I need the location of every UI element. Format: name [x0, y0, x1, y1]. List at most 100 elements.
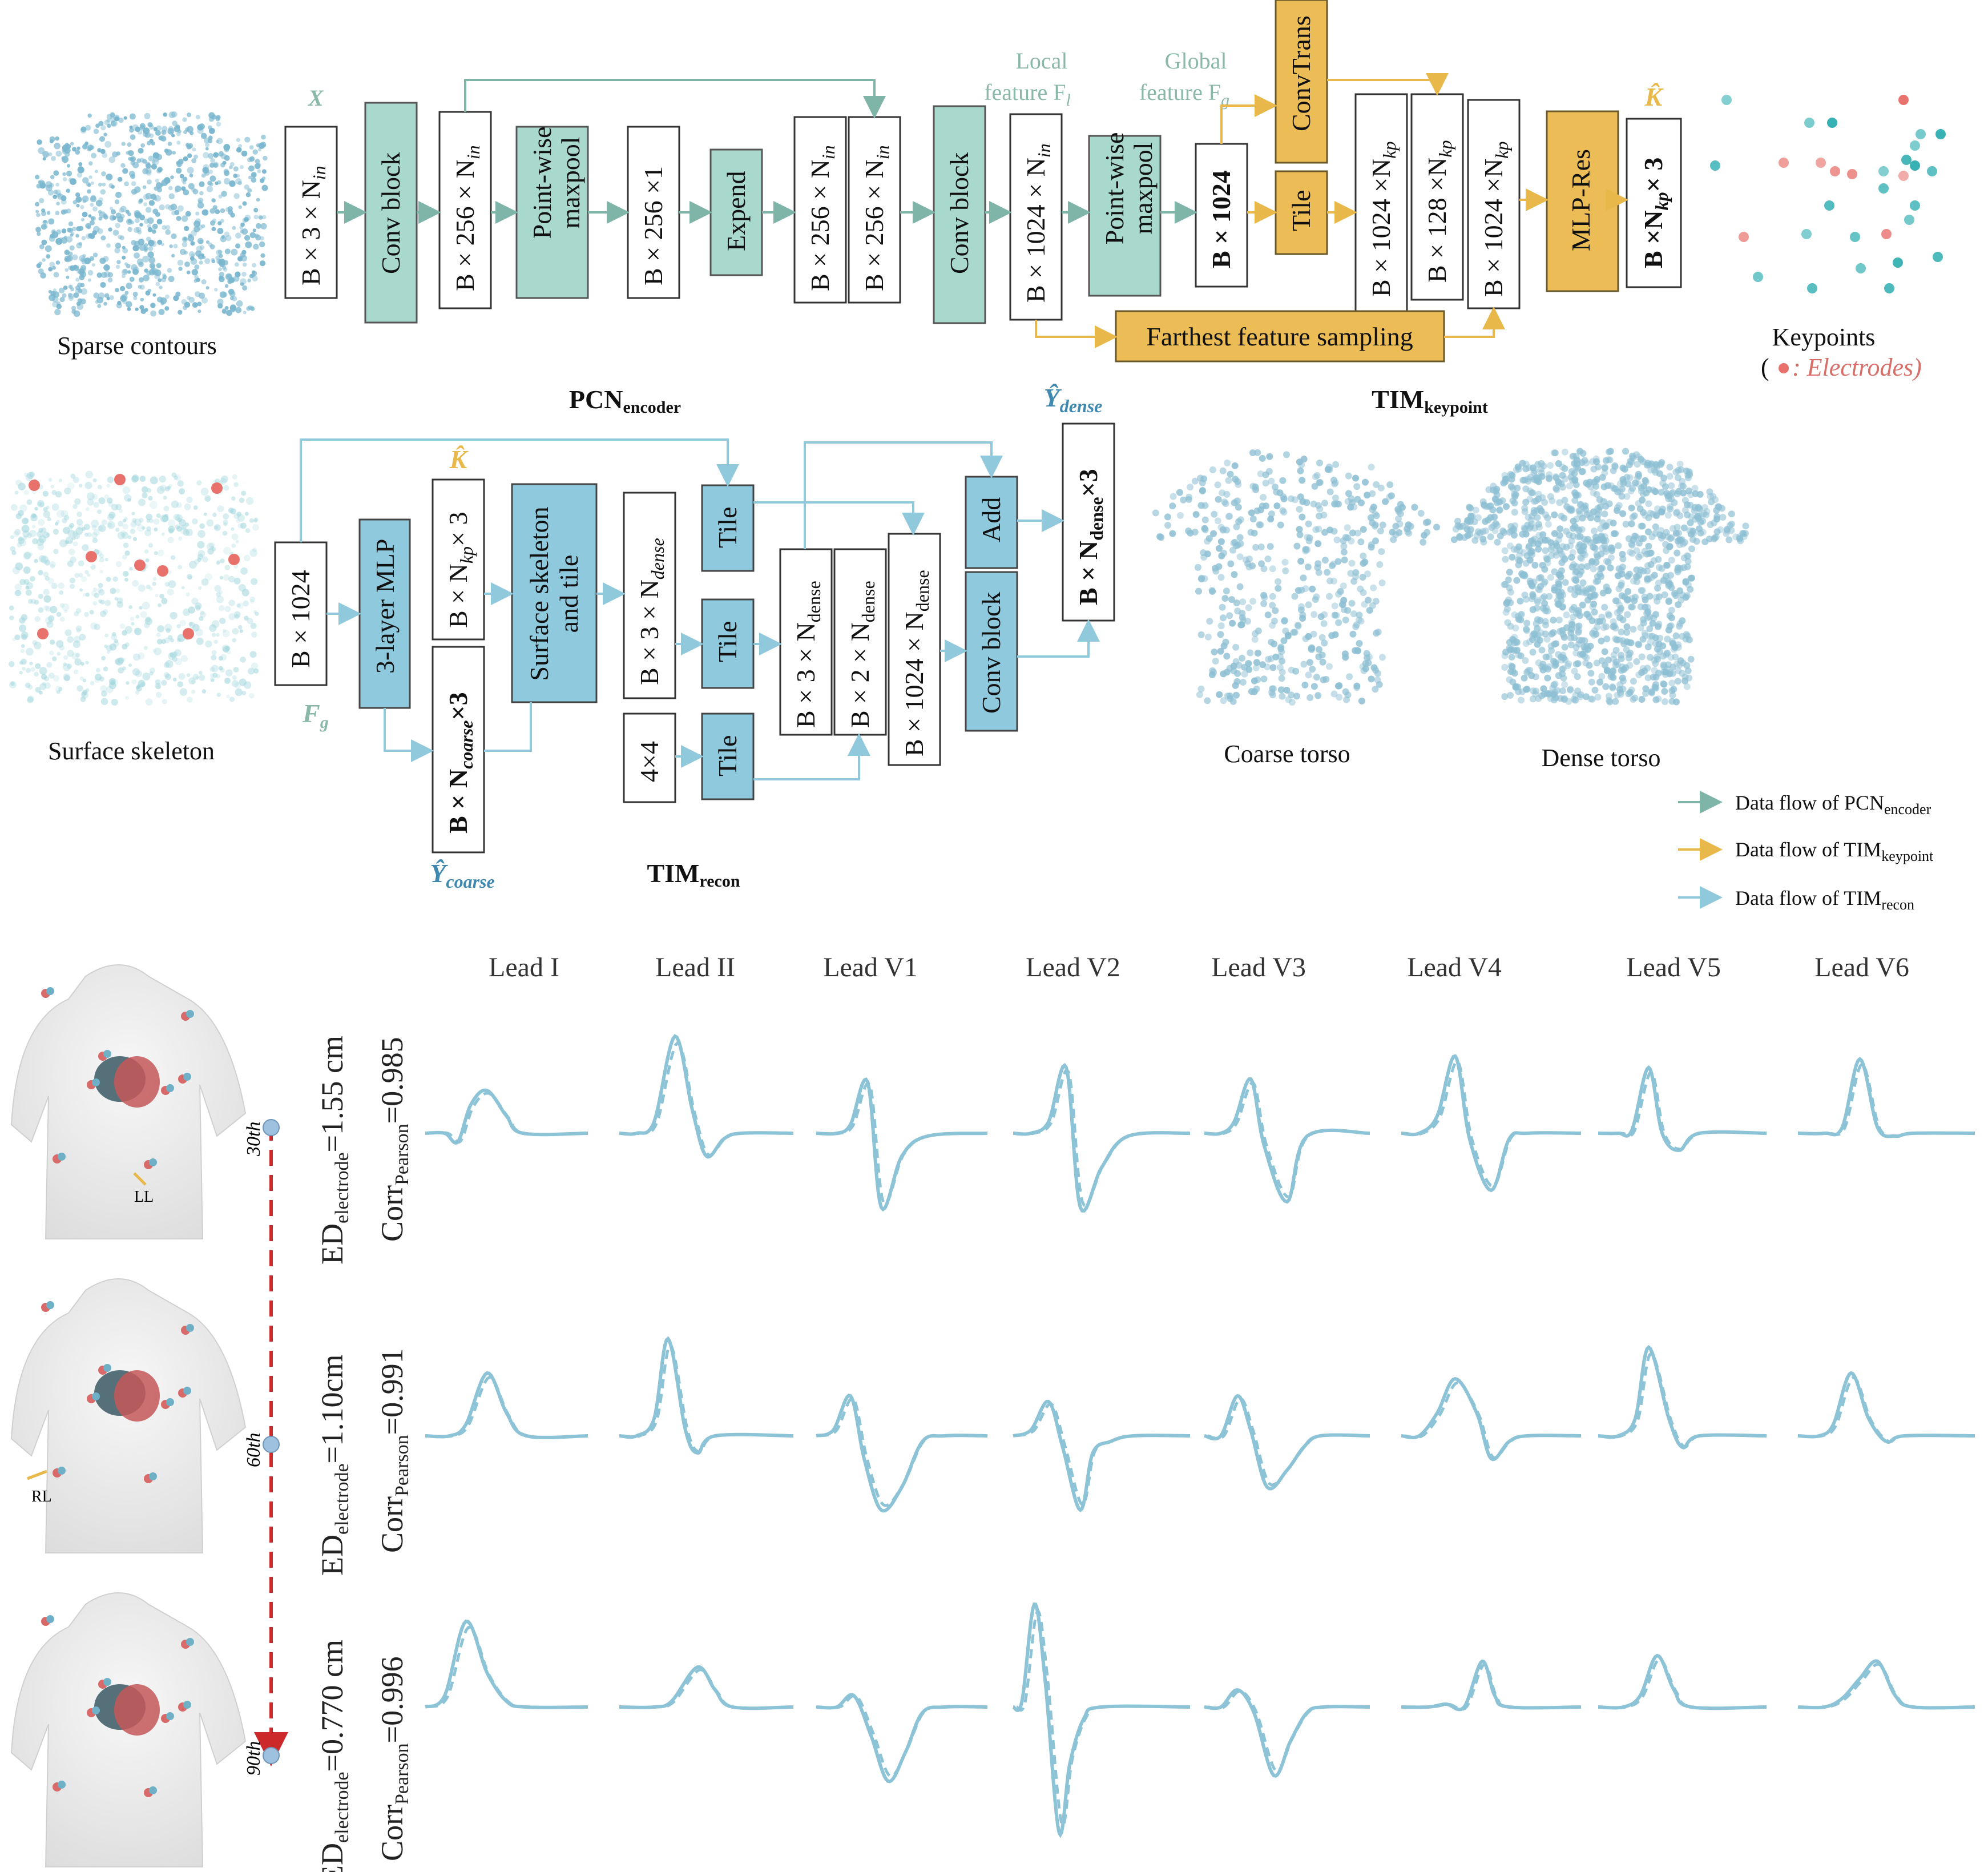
torso-point: [1651, 571, 1658, 579]
keypoint-point: [1916, 129, 1926, 139]
torso-point: [1370, 584, 1377, 591]
skeleton-dot: [37, 538, 45, 546]
torso-point: [1374, 629, 1382, 636]
point-dot: [120, 293, 128, 301]
torso-point: [1503, 605, 1511, 613]
torso-point: [1314, 540, 1322, 547]
point-dot: [206, 186, 213, 192]
torso-point: [1530, 469, 1538, 476]
point-dot: [218, 151, 224, 157]
point-dot: [61, 199, 67, 205]
point-dot: [89, 233, 95, 239]
torso-point: [1695, 504, 1702, 511]
point-dot: [199, 181, 205, 187]
point-dot: [236, 138, 240, 142]
point-dot: [156, 154, 163, 160]
torso-point: [1546, 663, 1553, 670]
point-dot: [71, 305, 76, 311]
skeleton-dot: [57, 651, 61, 656]
lead-header: Lead I: [489, 952, 559, 983]
skeleton-dot: [99, 557, 104, 563]
torso-point: [1531, 562, 1539, 569]
torso-point: [1638, 488, 1645, 495]
torso-point: [1568, 563, 1576, 571]
torso-point: [1335, 619, 1342, 626]
point-dot: [52, 265, 56, 270]
skeleton-dot: [115, 588, 120, 593]
point-dot: [189, 173, 193, 178]
skeleton-dot: [233, 667, 239, 673]
box-b3N-label: B × 3 × Ndense: [791, 581, 824, 728]
torso-point: [1602, 548, 1610, 555]
torso-point: [1594, 694, 1602, 701]
point-dot: [165, 294, 170, 299]
torso-point: [1331, 602, 1338, 610]
torso-point: [1508, 483, 1515, 490]
point-dot: [201, 297, 208, 304]
skeleton-dot: [70, 556, 76, 563]
skeleton-dot: [122, 666, 127, 671]
point-dot: [209, 244, 215, 249]
skeleton-dot: [32, 490, 37, 494]
torso-point: [1660, 663, 1668, 670]
point-dot: [100, 125, 106, 131]
torso-point: [1208, 671, 1216, 678]
torso-point: [1655, 579, 1662, 587]
point-dot: [103, 301, 107, 306]
skeleton-dot: [195, 676, 199, 680]
torso-point: [1353, 621, 1360, 629]
point-dot: [155, 130, 161, 136]
ecg-trace-pred: [1207, 1081, 1370, 1199]
electrode-marker-pred: [103, 1364, 111, 1372]
skeleton-dot: [43, 510, 51, 518]
skeleton-dot: [34, 599, 39, 605]
torso-point: [1326, 466, 1333, 473]
box-recon-b1024-label: B × 1024: [286, 570, 315, 668]
skeleton-dot: [37, 500, 45, 508]
torso-point: [1211, 649, 1218, 655]
torso-point: [1360, 667, 1368, 674]
torso-point: [1363, 650, 1370, 657]
pcn-arrows: [337, 79, 1197, 224]
skeleton-dot: [98, 583, 103, 588]
skeleton-dot: [72, 541, 78, 547]
torso-point: [1260, 591, 1268, 599]
skeleton-dot: [239, 629, 243, 633]
point-dot: [219, 275, 223, 280]
skeleton-dot: [187, 697, 193, 703]
point-dot: [127, 307, 131, 311]
torso-point: [1296, 526, 1303, 533]
skeleton-dot: [67, 650, 74, 657]
point-dot: [215, 181, 219, 186]
point-dot: [209, 163, 215, 168]
torso-point: [1703, 512, 1709, 519]
skeleton-dot: [149, 671, 154, 676]
point-dot: [165, 225, 171, 230]
torso-point: [1223, 669, 1231, 676]
skeleton-dot: [78, 560, 84, 567]
torso-point: [1617, 689, 1624, 696]
skeleton-dot: [34, 671, 39, 677]
torso-point: [1579, 450, 1587, 457]
ecg-trace-pred: [1207, 1397, 1370, 1487]
electrode-point: [114, 474, 126, 485]
point-dot: [193, 226, 200, 232]
point-dot: [72, 200, 78, 205]
skeleton-dot: [192, 674, 199, 680]
ll-arrow: [133, 1172, 147, 1186]
point-dot: [197, 309, 201, 313]
skeleton-dot: [109, 643, 117, 651]
torso-point: [1576, 571, 1583, 578]
skeleton-dot: [58, 582, 64, 589]
torso-point: [1728, 510, 1735, 518]
point-dot: [121, 274, 126, 279]
point-dot: [251, 177, 257, 183]
box-b3nin-label: B × 3 × Nin: [296, 166, 329, 285]
skeleton-dot: [245, 528, 251, 533]
torso-point: [1340, 542, 1348, 550]
torso-point: [1579, 468, 1586, 475]
skeleton-dot: [106, 645, 113, 651]
ecg-trace-pred: [1016, 1068, 1191, 1207]
skeleton-dot: [200, 488, 209, 496]
torso-point: [1660, 474, 1668, 482]
